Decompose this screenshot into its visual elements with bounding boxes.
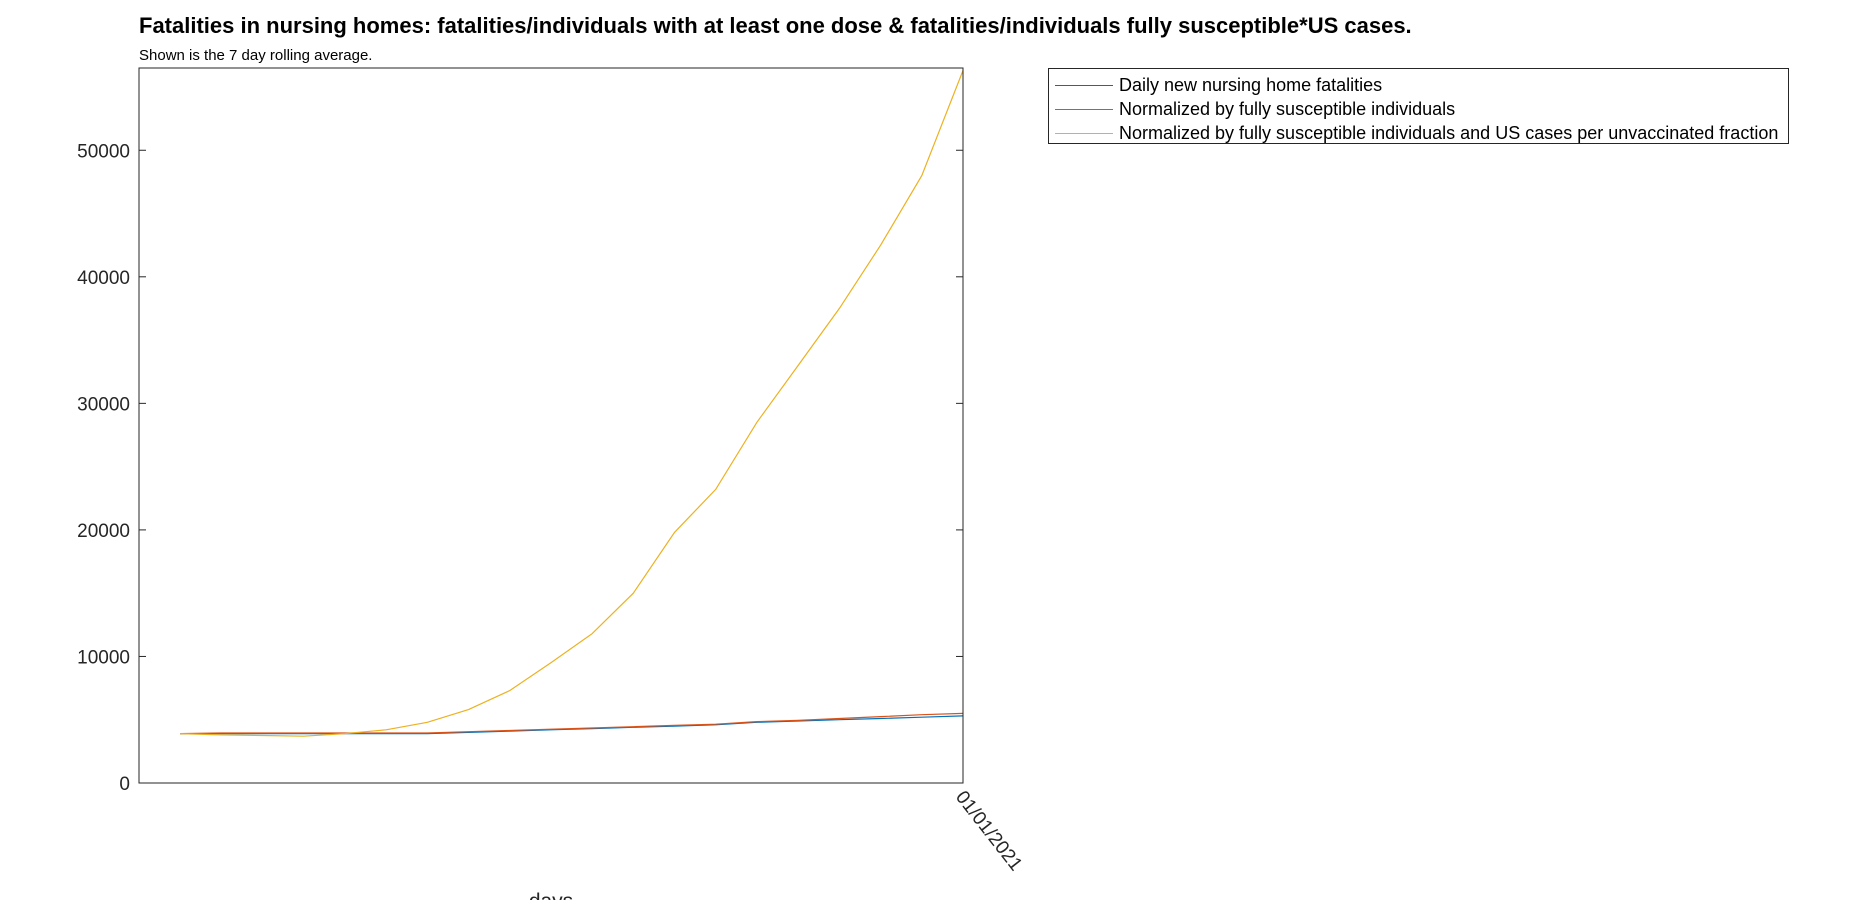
y-axis: 0 10000 20000 30000 40000 50000 bbox=[77, 141, 963, 795]
legend-swatch bbox=[1055, 84, 1113, 86]
chart-title: Fatalities in nursing homes: fatalities/… bbox=[139, 13, 1412, 38]
legend-item-2: Normalized by fully susceptible individu… bbox=[1049, 97, 1788, 121]
x-tick-label: 01/01/2021 bbox=[951, 787, 1026, 875]
legend-swatch bbox=[1055, 132, 1113, 134]
y-tick-label: 40000 bbox=[77, 268, 130, 289]
series-line-2 bbox=[179, 712, 964, 735]
y-tick-label: 10000 bbox=[77, 647, 130, 668]
y-tick-label: 20000 bbox=[77, 521, 130, 542]
legend-item-1: Daily new nursing home fatalities bbox=[1049, 73, 1788, 97]
y-tick-label: 50000 bbox=[77, 141, 130, 162]
y-tick-label: 0 bbox=[119, 774, 130, 795]
legend-label: Normalized by fully susceptible individu… bbox=[1119, 98, 1456, 119]
series-line-3 bbox=[179, 70, 964, 737]
series-layer bbox=[179, 70, 964, 737]
x-axis-label: days bbox=[529, 890, 573, 900]
y-tick-label: 30000 bbox=[77, 394, 130, 415]
legend-label: Daily new nursing home fatalities bbox=[1119, 74, 1383, 95]
legend-item-3: Normalized by fully susceptible individu… bbox=[1049, 121, 1788, 145]
legend: Daily new nursing home fatalities Normali… bbox=[1048, 68, 1789, 144]
x-axis: 01/01/2021 bbox=[951, 776, 1026, 875]
plot-area-frame bbox=[138, 67, 964, 784]
legend-swatch bbox=[1055, 108, 1113, 110]
legend-label: Normalized by fully susceptible individu… bbox=[1119, 122, 1779, 143]
chart-subtitle: Shown is the 7 day rolling average. bbox=[139, 47, 373, 64]
